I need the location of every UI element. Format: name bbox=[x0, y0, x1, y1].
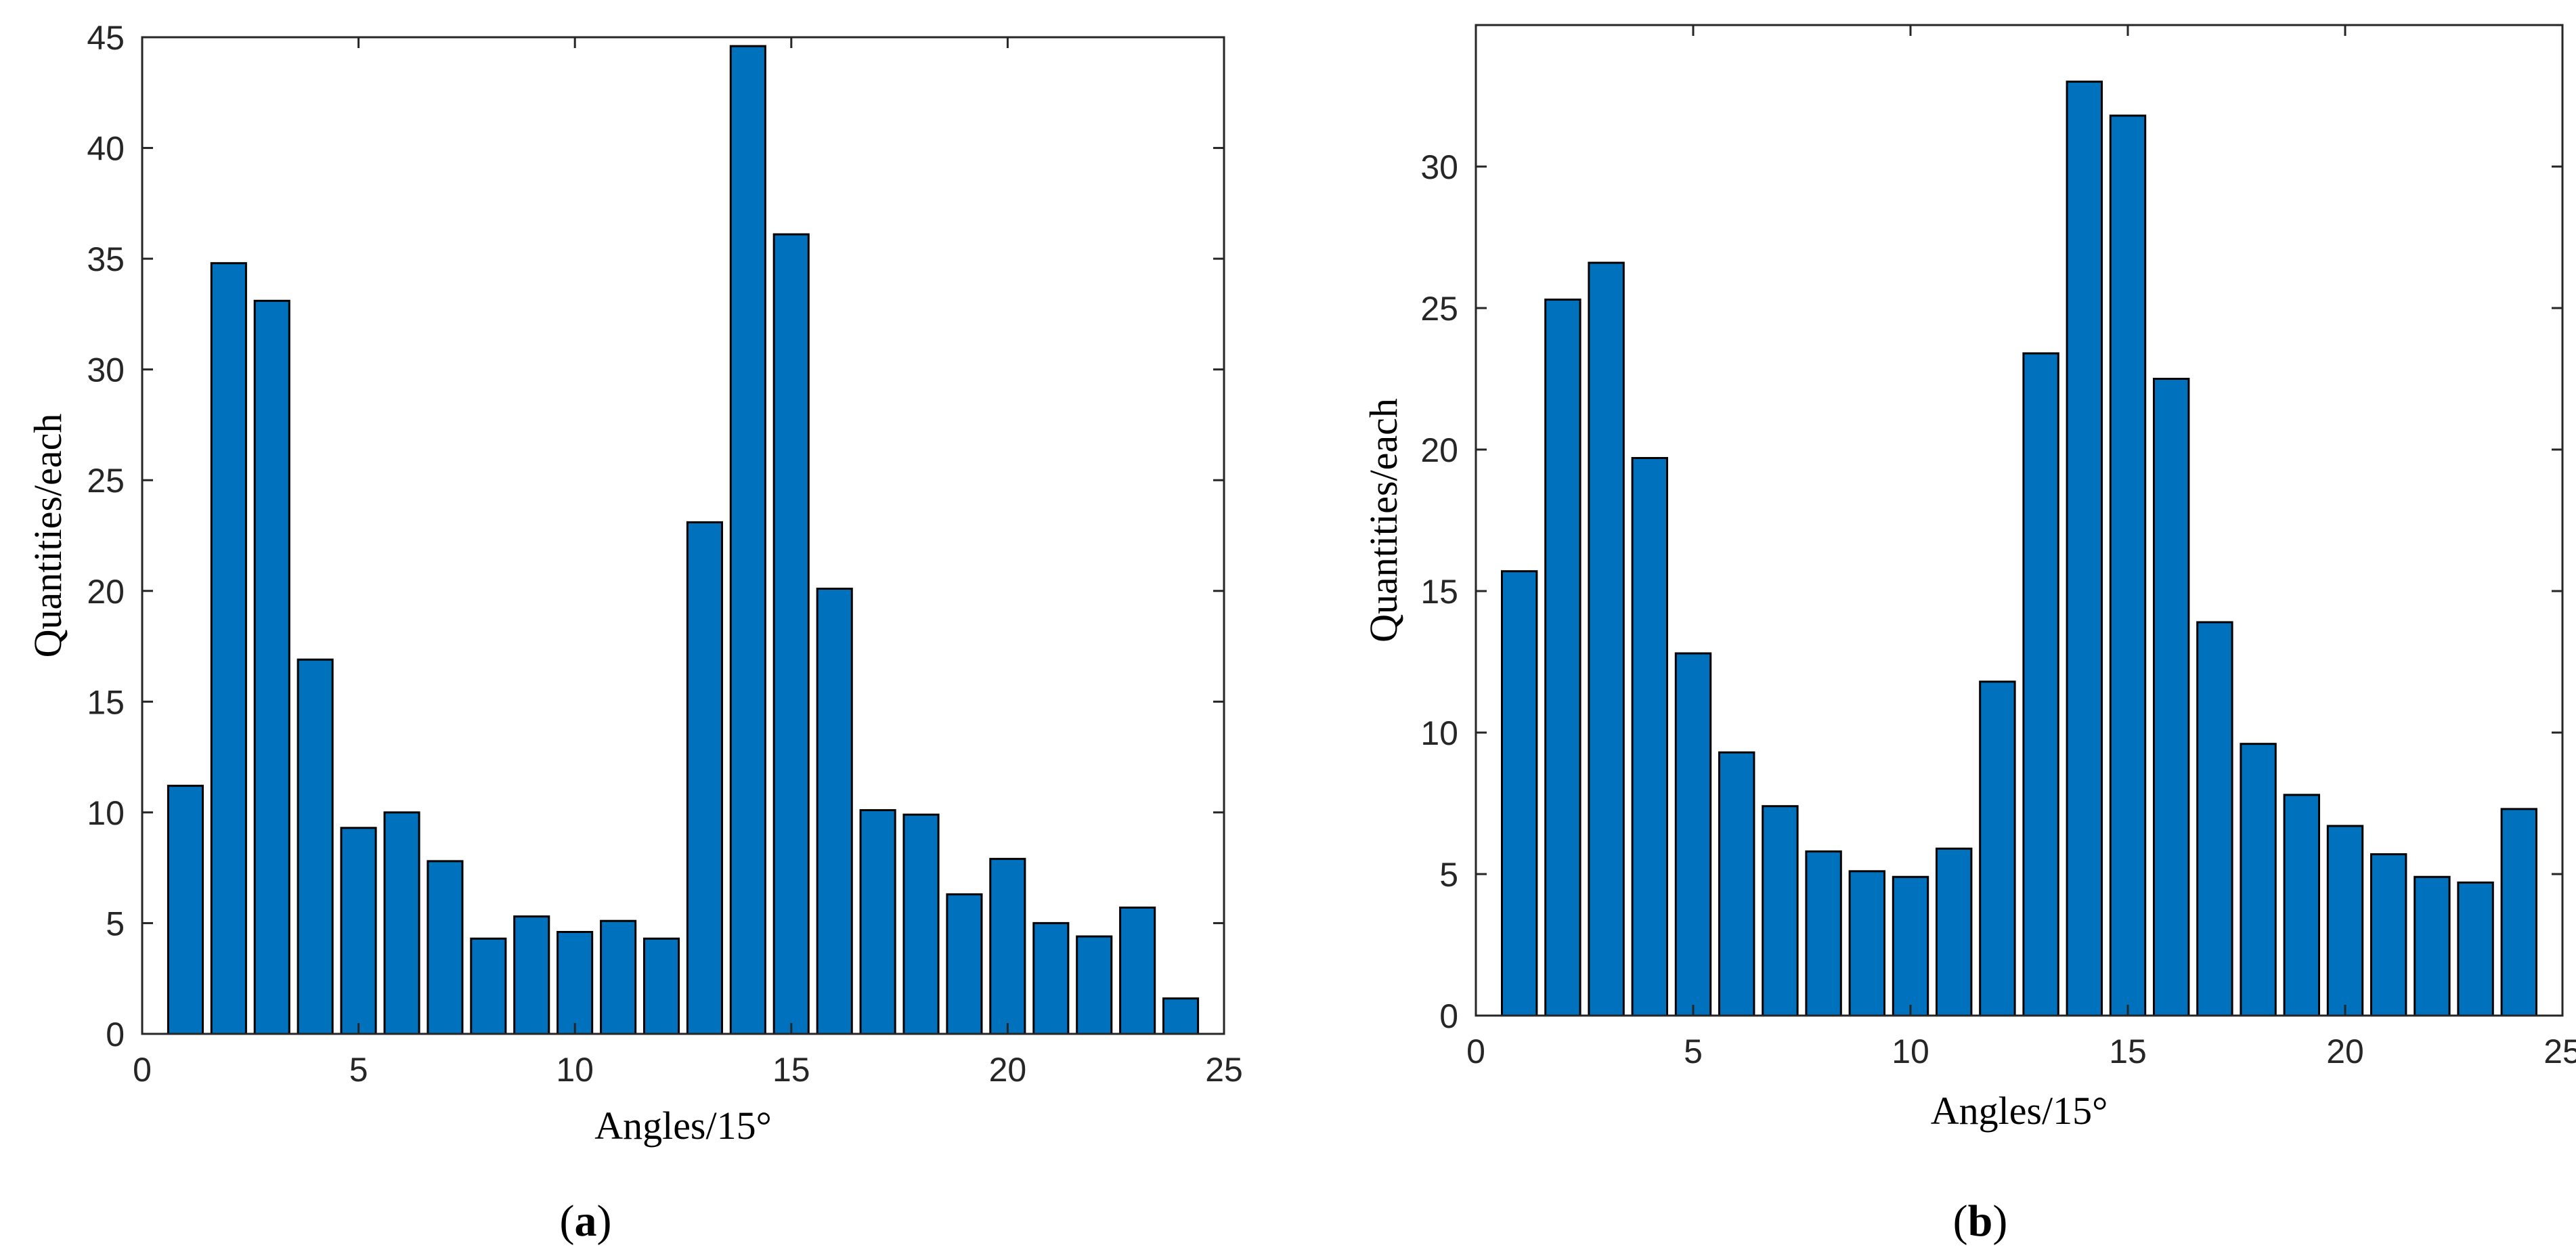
bar bbox=[772, 233, 810, 1035]
bar bbox=[816, 588, 853, 1035]
bar bbox=[1892, 875, 1929, 1017]
y-tick-label: 30 bbox=[87, 351, 125, 389]
bar bbox=[989, 858, 1026, 1035]
bar bbox=[253, 299, 290, 1035]
bar bbox=[1588, 261, 1625, 1017]
x-tick-label: 0 bbox=[1466, 1033, 1485, 1070]
bar bbox=[167, 785, 204, 1035]
bar bbox=[1076, 935, 1113, 1035]
bar bbox=[859, 809, 896, 1035]
bar bbox=[1848, 870, 1886, 1017]
y-tick-label: 25 bbox=[1420, 290, 1458, 328]
bar bbox=[513, 915, 550, 1035]
x-tick-label: 5 bbox=[349, 1051, 368, 1089]
y-tick-label: 5 bbox=[106, 905, 125, 942]
bar bbox=[1162, 997, 1200, 1035]
bar bbox=[2240, 743, 2277, 1017]
bar bbox=[383, 811, 420, 1035]
y-tick-label: 10 bbox=[87, 794, 125, 832]
bar bbox=[729, 45, 766, 1035]
bar bbox=[1032, 921, 1070, 1035]
x-tick-label: 0 bbox=[133, 1051, 152, 1089]
bar bbox=[2326, 825, 2364, 1017]
bar bbox=[902, 813, 940, 1035]
x-tick-label: 20 bbox=[2326, 1033, 2364, 1070]
x-tick-label: 5 bbox=[1684, 1033, 1703, 1070]
x-tick-label: 10 bbox=[1892, 1033, 1929, 1070]
y-tick-label: 20 bbox=[87, 573, 125, 611]
y-tick-label: 5 bbox=[1439, 856, 1458, 894]
bar bbox=[2500, 808, 2538, 1017]
x-tick-label: 15 bbox=[772, 1051, 810, 1089]
bar bbox=[643, 937, 680, 1035]
bar bbox=[2066, 81, 2103, 1017]
x-tick-label: 10 bbox=[556, 1051, 594, 1089]
y-tick-label: 20 bbox=[1420, 431, 1458, 469]
x-tick-label: 15 bbox=[2109, 1033, 2147, 1070]
bar bbox=[1119, 907, 1156, 1035]
chart-panel-b: (b) 0 5 10 15 20 25 0 5 10 15 20 25 30 Angles/15° Quan… bbox=[1361, 24, 2576, 1246]
bar bbox=[1544, 299, 1581, 1017]
bar bbox=[427, 860, 464, 1035]
y-tick-label: 45 bbox=[87, 19, 125, 57]
caption-a: (a) bbox=[560, 1196, 612, 1246]
bar bbox=[600, 919, 637, 1035]
bar bbox=[1674, 652, 1712, 1017]
bar bbox=[2196, 621, 2233, 1017]
bar bbox=[2153, 378, 2190, 1017]
bar bbox=[1762, 805, 1799, 1017]
y-tick-label: 35 bbox=[87, 240, 125, 278]
bar bbox=[340, 827, 377, 1035]
y-tick-label: 0 bbox=[1439, 997, 1458, 1035]
bar bbox=[1631, 457, 1669, 1017]
bar bbox=[1979, 680, 2016, 1017]
y-tick-label: 15 bbox=[87, 683, 125, 721]
x-axis-title: Angles/15° bbox=[594, 1104, 772, 1148]
bar bbox=[1936, 847, 1973, 1017]
bar bbox=[946, 893, 983, 1035]
bar bbox=[2022, 352, 2059, 1017]
bar bbox=[2109, 114, 2147, 1017]
axes-box bbox=[141, 36, 1225, 1035]
caption-b: (b) bbox=[1953, 1196, 2008, 1246]
axes-box bbox=[1475, 24, 2564, 1017]
y-tick-label: 15 bbox=[1420, 573, 1458, 611]
x-tick-label: 25 bbox=[1205, 1051, 1243, 1089]
x-axis-title: Angles/15° bbox=[1931, 1089, 2108, 1133]
bar bbox=[470, 937, 507, 1035]
bar bbox=[1805, 850, 1842, 1017]
bar bbox=[210, 262, 247, 1035]
bar bbox=[686, 521, 724, 1035]
y-tick-label: 40 bbox=[87, 130, 125, 168]
bar bbox=[1718, 751, 1755, 1017]
y-tick-label: 0 bbox=[106, 1016, 125, 1053]
y-axis-title: Quantities/each bbox=[26, 414, 70, 658]
x-tick-label: 20 bbox=[989, 1051, 1027, 1089]
bar bbox=[556, 931, 594, 1035]
x-tick-label: 25 bbox=[2544, 1033, 2576, 1070]
chart-panel-a: (a) 0 5 10 15 20 25 0 5 10 15 20 25 30 35 40 45 Angles/1… bbox=[26, 19, 1243, 1246]
bar bbox=[2283, 794, 2321, 1017]
y-tick-label: 30 bbox=[1420, 148, 1458, 186]
bar bbox=[2414, 875, 2451, 1017]
y-tick-label: 25 bbox=[87, 462, 125, 500]
bar bbox=[2457, 882, 2494, 1017]
bar bbox=[1501, 570, 1538, 1017]
bar bbox=[297, 658, 334, 1035]
bar bbox=[2370, 853, 2407, 1017]
y-tick-label: 10 bbox=[1420, 714, 1458, 752]
y-axis-title: Quantities/each bbox=[1361, 398, 1405, 643]
